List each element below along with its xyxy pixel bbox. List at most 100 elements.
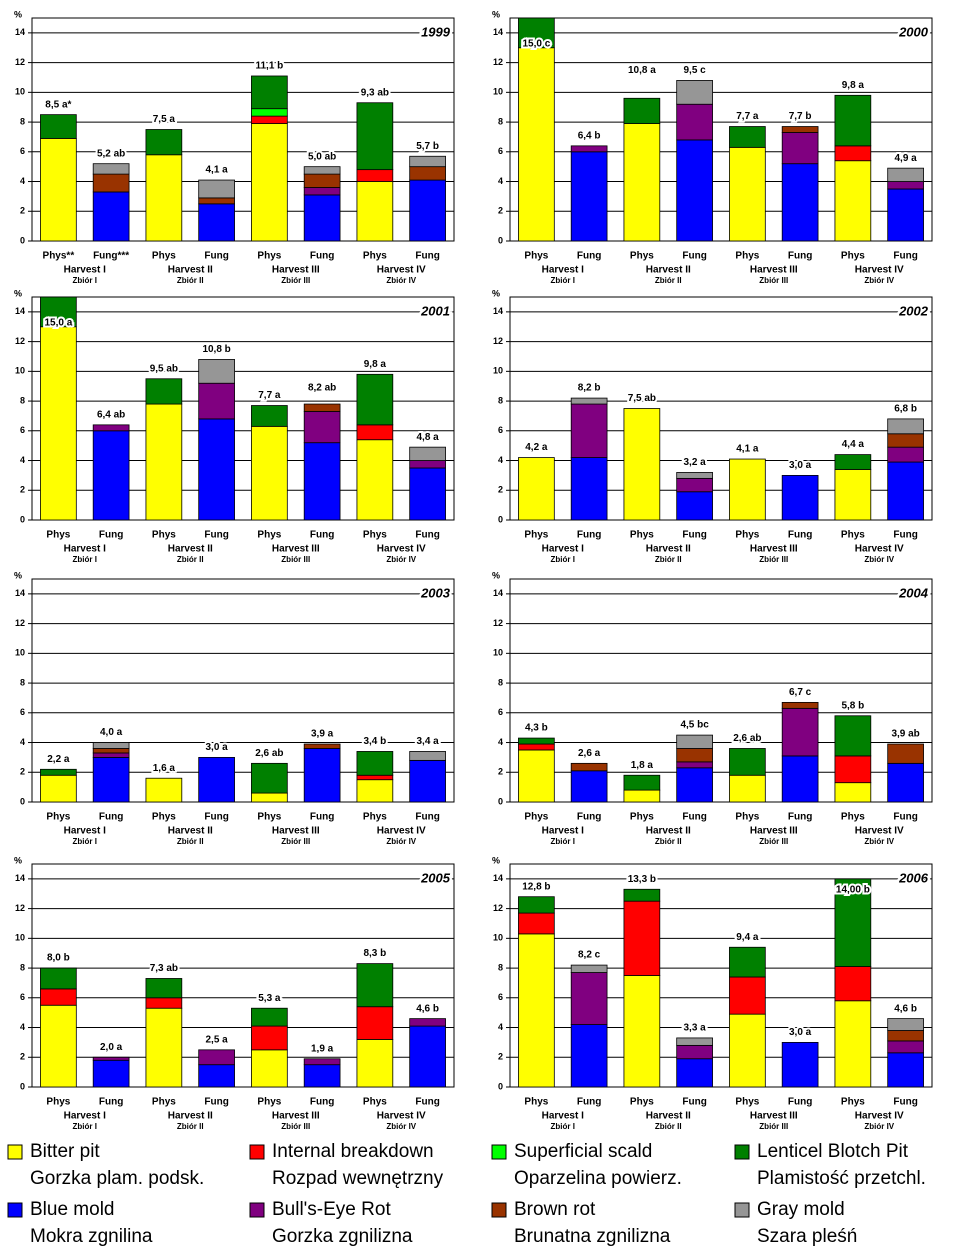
group-label-pl: Zbiór III — [281, 276, 310, 285]
bar-segment — [251, 115, 288, 124]
chart-panel: 0 2 4 6 8 10 12 14% 15,0 a Phys 6,4 ab Fung 9,5 ab Ph… — [14, 288, 455, 564]
y-tick-label: 6 — [20, 146, 25, 156]
bar-segment — [676, 80, 713, 105]
bar-segment — [409, 166, 446, 181]
bar-segment — [729, 146, 766, 242]
group-label: Harvest II — [646, 544, 691, 555]
group-label-pl: Zbiór I — [551, 1122, 575, 1131]
bar-segment — [251, 1007, 288, 1027]
bar-segment — [834, 94, 872, 147]
bar-segment — [40, 138, 77, 242]
bar-segment — [92, 424, 130, 432]
total-label: 3,3 a — [684, 1023, 707, 1034]
total-label: 10,8 a — [628, 65, 656, 76]
group-label-pl: Zbiór IV — [386, 555, 416, 564]
bar-segment — [781, 132, 819, 165]
group-label-pl: Zbiór II — [177, 1122, 204, 1131]
legend-swatch — [491, 1202, 507, 1218]
bar-segment — [198, 756, 235, 803]
bar-segment — [518, 737, 555, 745]
total-label: 9,8 a — [842, 80, 865, 91]
legend-label-pl: Brunatna zgnilizna — [514, 1226, 671, 1247]
bar-segment — [518, 457, 555, 521]
total-label: 3,4 a — [417, 736, 440, 747]
bar-segment — [887, 762, 924, 803]
y-tick-label: 10 — [493, 87, 503, 97]
total-label: 4,6 b — [416, 1003, 439, 1014]
legend-item: Brown rot Brunatna zgnilizna — [491, 1199, 671, 1247]
bar-segment — [92, 1056, 130, 1061]
bar-segment — [887, 1040, 924, 1054]
legend-label: Superficial scald — [514, 1141, 652, 1162]
bar-segment — [834, 966, 872, 1002]
total-label: 7,7 a — [736, 111, 759, 122]
x-tick-label: Fung — [99, 1097, 123, 1108]
y-tick-label: 12 — [493, 903, 503, 913]
group-label: Harvest II — [646, 826, 691, 837]
legend-item: Bull's-Eye Rot Gorzka zgnilizna — [249, 1199, 413, 1247]
bar-segment — [356, 424, 394, 441]
y-tick-label: 8 — [498, 962, 503, 972]
y-tick-label: 6 — [20, 992, 25, 1002]
total-label: 12,8 b — [522, 881, 550, 892]
bar-segment — [623, 97, 661, 124]
bar-segment — [251, 1049, 288, 1088]
bar-segment — [92, 173, 130, 193]
y-tick-label: 4 — [20, 737, 25, 747]
bar-segment — [409, 179, 446, 242]
group-label-pl: Zbiór I — [551, 837, 575, 846]
bar-segment — [92, 163, 130, 175]
total-label: 15,0 c — [522, 39, 550, 50]
bar-segment — [303, 411, 341, 444]
y-tick-label: 0 — [498, 235, 503, 245]
y-tick-label: 2 — [498, 1052, 503, 1062]
y-tick-label: 4 — [498, 176, 503, 186]
bar-segment — [887, 418, 924, 435]
chart-panel: 0 2 4 6 8 10 12 14% 8,5 a* Phys** 5,2 ab Fung*** 7,5… — [14, 9, 455, 285]
bar-segment — [781, 126, 819, 133]
bar-segment — [198, 359, 235, 384]
group-label-pl: Zbiór IV — [386, 837, 416, 846]
bar-segment — [251, 425, 288, 521]
total-label: 4,1 a — [736, 444, 759, 455]
bar-segment — [198, 1064, 235, 1088]
group-label-pl: Zbiór II — [655, 837, 682, 846]
x-tick-label: Fung — [415, 1097, 439, 1108]
y-tick-label: 6 — [498, 146, 503, 156]
bar-segment — [676, 767, 713, 803]
bar-segment — [676, 1037, 713, 1046]
bar-segment — [356, 102, 394, 171]
bar-segment — [834, 715, 872, 757]
x-tick-label: Phys — [735, 1097, 759, 1108]
bar-segment — [676, 1058, 713, 1088]
group-label: Harvest II — [646, 1111, 691, 1122]
bar-segment — [198, 179, 235, 199]
total-label: 5,2 ab — [97, 148, 125, 159]
bar-segment — [729, 976, 766, 1015]
x-tick-label: Phys — [630, 1097, 654, 1108]
bar-segment — [729, 458, 766, 521]
y-tick-label: 2 — [20, 1052, 25, 1062]
bar-segment — [887, 181, 924, 190]
total-label: 2,2 a — [47, 754, 70, 765]
bar-segment — [729, 774, 766, 803]
bar-segment — [834, 145, 872, 162]
bar-segment — [676, 734, 713, 749]
bar-segment — [409, 1025, 446, 1088]
bar-segment — [887, 1052, 924, 1088]
group-label: Harvest IV — [377, 1111, 426, 1122]
y-tick-label: 6 — [20, 707, 25, 717]
bar-segment — [834, 160, 872, 242]
bar-segment — [92, 748, 130, 754]
bar-segment — [198, 197, 235, 205]
bar-segment — [92, 752, 130, 758]
group-label: Harvest II — [168, 1111, 213, 1122]
y-tick-label: 2 — [498, 767, 503, 777]
y-tick-label: 4 — [20, 1022, 25, 1032]
bar-segment — [92, 430, 130, 521]
total-label: 7,5 ab — [628, 393, 656, 404]
y-tick-label: 4 — [498, 737, 503, 747]
bar-segment — [145, 1007, 183, 1088]
legend-swatch — [7, 1202, 23, 1218]
bar-segment — [409, 751, 446, 761]
